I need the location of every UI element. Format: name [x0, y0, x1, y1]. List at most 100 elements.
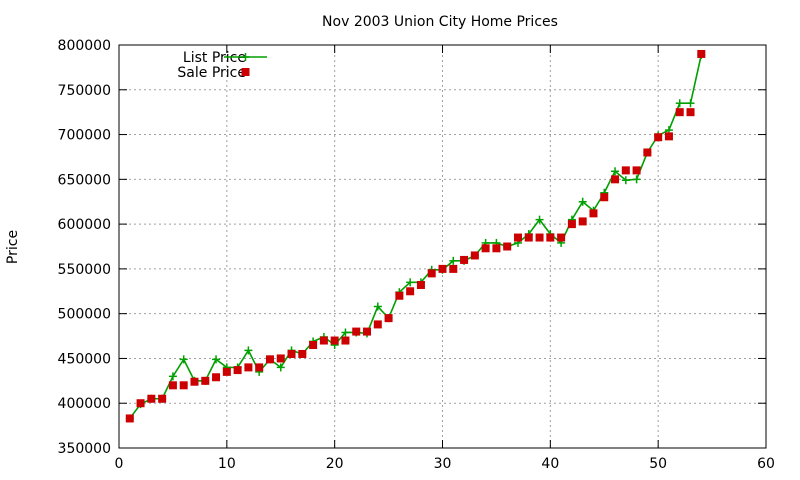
y-tick-label: 750000	[58, 83, 111, 99]
list-price-point	[578, 197, 587, 206]
sale-price-point	[460, 255, 469, 264]
sale-price-point	[589, 209, 598, 218]
sale-price-point	[319, 336, 328, 345]
y-tick-label: 650000	[58, 172, 111, 188]
sale-price-point	[363, 327, 372, 336]
sale-price-point	[503, 242, 512, 251]
legend-plus-swatch	[241, 53, 250, 61]
x-tick-label: 30	[434, 456, 452, 472]
grid	[119, 45, 766, 448]
sale-price-point	[244, 363, 253, 372]
x-tick-label: 50	[649, 456, 667, 472]
list-price-point	[535, 215, 544, 224]
sale-price-point	[190, 377, 199, 386]
sale-price-point	[600, 193, 609, 202]
sale-price-point	[611, 175, 620, 184]
x-tick-label: 60	[757, 456, 775, 472]
list-price-point	[341, 328, 350, 337]
sale-price-point	[384, 314, 393, 323]
sale-price-point	[233, 366, 242, 375]
sale-price-point	[416, 281, 425, 290]
sale-price-point	[492, 244, 501, 253]
sale-price-point	[298, 349, 307, 358]
axis-ticks: 350000 400000 450000 500000 550000 600000 6500…	[58, 38, 775, 472]
sale-price-point	[222, 367, 231, 376]
y-axis-label: Price	[5, 230, 21, 264]
sale-price-point	[265, 355, 274, 364]
x-tick-label: 10	[218, 456, 236, 472]
sale-price-point	[373, 320, 382, 329]
sale-price-point	[147, 394, 156, 403]
sale-price-point	[395, 291, 404, 300]
sale-price-point	[664, 132, 673, 141]
sale-price-point	[481, 244, 490, 253]
sale-price-point	[449, 264, 458, 273]
list-price-point	[212, 355, 221, 364]
sale-price-point	[352, 327, 361, 336]
sale-price-point	[632, 166, 641, 175]
list-price-point	[632, 175, 641, 184]
sale-price-point	[524, 233, 533, 242]
y-tick-label: 800000	[58, 38, 111, 54]
list-price-point	[406, 278, 415, 287]
sale-price-point	[513, 233, 522, 242]
plot-frame	[118, 44, 767, 449]
list-price-point	[276, 363, 285, 372]
chart-title: Nov 2003 Union City Home Prices	[322, 14, 558, 30]
sale-price-point	[427, 269, 436, 278]
sale-price-point	[341, 336, 350, 345]
legend-label: List Price	[183, 50, 246, 66]
sale-price-point	[276, 354, 285, 363]
sale-price-point	[654, 133, 663, 142]
sale-price-point	[567, 220, 576, 229]
y-tick-label: 450000	[58, 351, 111, 367]
y-tick-label: 350000	[58, 441, 111, 457]
sale-price-point	[287, 349, 296, 358]
sale-price-point	[697, 49, 706, 58]
sale-price-point	[557, 233, 566, 242]
y-tick-label: 550000	[58, 262, 111, 278]
list-price-point	[179, 355, 188, 364]
sale-price-point	[136, 399, 145, 408]
legend-label: Sale Price	[177, 65, 246, 81]
list-price-point	[168, 372, 177, 381]
sale-price-point	[168, 381, 177, 390]
sale-price-point	[309, 341, 318, 350]
sale-price-point	[578, 217, 587, 226]
list-price-point	[611, 167, 620, 176]
sale-price-point	[675, 108, 684, 117]
y-tick-label: 500000	[58, 307, 111, 323]
sale-price-point	[255, 363, 264, 372]
y-tick-label: 700000	[58, 128, 111, 144]
x-tick-label: 0	[115, 456, 124, 472]
sale-price-point	[201, 376, 210, 385]
list-price-point	[621, 176, 630, 185]
x-tick-label: 40	[541, 456, 559, 472]
sale-price-point	[438, 264, 447, 273]
list-price-point	[244, 346, 253, 355]
legend-square-swatch	[241, 68, 250, 76]
y-tick-label: 400000	[58, 396, 111, 412]
sale-price-point	[621, 166, 630, 175]
sale-price-point	[158, 394, 167, 403]
sale-price-point	[643, 148, 652, 157]
list-price-line	[129, 54, 703, 419]
list-price-point	[449, 256, 458, 265]
sale-price-point	[212, 373, 221, 382]
series-list-price	[125, 50, 706, 423]
series-layer	[125, 49, 706, 423]
sale-price-point	[546, 233, 555, 242]
sale-price-point	[406, 287, 415, 296]
sale-price-point	[125, 414, 134, 423]
sale-price-point	[330, 336, 339, 345]
x-tick-label: 20	[326, 456, 344, 472]
list-price-point	[675, 99, 684, 108]
sale-price-point	[470, 251, 479, 260]
sale-price-point	[179, 381, 188, 390]
sale-price-point	[535, 233, 544, 242]
y-tick-label: 600000	[58, 217, 111, 233]
list-price-point	[373, 302, 382, 311]
series-sale-price	[125, 49, 706, 423]
list-price-point	[686, 99, 695, 108]
